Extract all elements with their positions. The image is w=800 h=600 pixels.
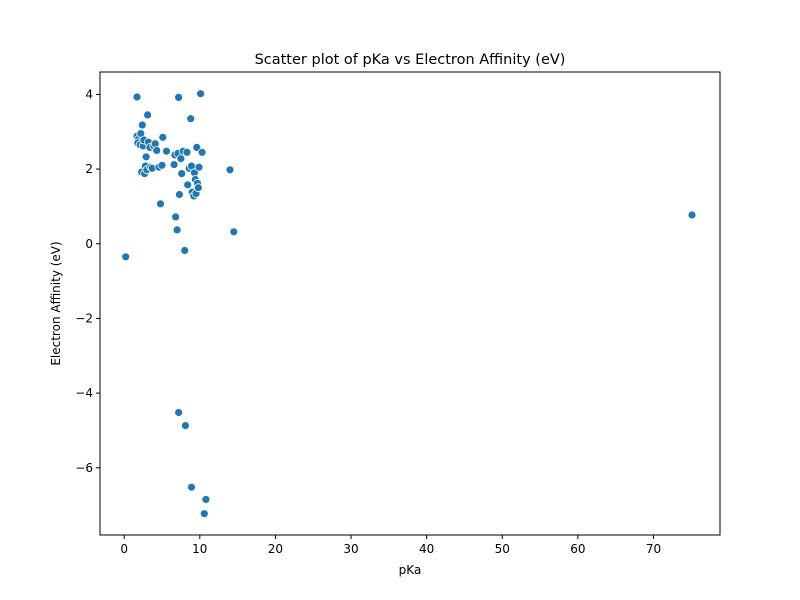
data-point [132,92,142,102]
x-tick-label: 20 [268,542,283,556]
y-tick-label: −4 [75,386,93,400]
y-tick-label: 4 [85,87,93,101]
data-point [197,147,207,157]
data-point [176,154,186,164]
chart-title: Scatter plot of pKa vs Electron Affinity… [255,52,566,68]
data-point [162,146,171,156]
data-point [177,169,187,179]
y-tick-label: 2 [85,162,93,176]
data-point [169,160,179,170]
data-point [143,110,153,120]
data-point [193,183,203,193]
data-point [180,246,190,255]
x-tick-label: 30 [343,542,358,556]
data-points [121,89,697,519]
data-point [137,120,147,130]
data-point [180,421,190,431]
y-tick-label: −6 [75,461,93,475]
data-point [225,165,235,175]
data-point [687,210,697,220]
data-point [171,212,181,222]
data-point [182,147,192,157]
data-point [172,225,182,235]
x-tick-label: 40 [419,542,434,556]
x-tick-label: 10 [192,542,207,556]
x-tick-label: 0 [120,542,128,556]
x-axis-label: pKa [399,563,422,577]
plot-area-frame [99,71,721,536]
data-point [199,509,209,519]
data-point [121,252,131,262]
y-axis-label: Electron Affinity (eV) [49,241,63,365]
y-tick-label: 0 [85,237,93,251]
data-point [201,495,211,504]
y-tick-label: −2 [75,311,93,325]
y-axis-ticks: −6 −4 −2 0 2 4 [75,87,100,475]
data-point [157,160,167,170]
data-point [141,152,151,162]
data-point [183,180,193,190]
data-point [158,132,168,142]
data-point [152,145,162,155]
x-tick-label: 50 [495,542,510,556]
data-point [229,227,239,237]
data-point [174,408,184,417]
x-tick-label: 60 [570,542,585,556]
x-axis-ticks: 0 10 20 30 40 50 60 70 [120,535,661,556]
data-point [194,162,204,172]
x-tick-label: 70 [646,542,661,556]
data-point [156,199,165,209]
data-point [196,89,206,99]
data-point [174,93,184,102]
data-point [187,482,196,492]
data-point [174,190,184,199]
data-point [186,114,196,124]
